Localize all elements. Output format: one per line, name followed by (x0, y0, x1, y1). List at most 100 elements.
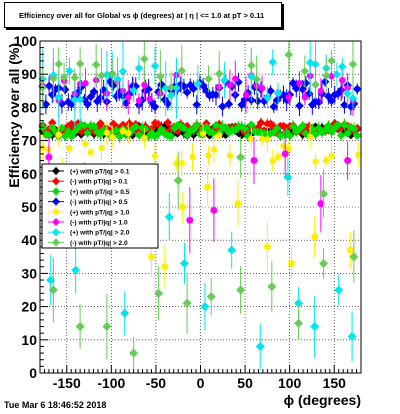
data-point (242, 91, 250, 99)
data-point (305, 58, 315, 67)
data-point (75, 322, 85, 332)
y-tick-label: 10 (21, 332, 37, 348)
legend-label: (+) with pT/|q| > 2.0 (70, 230, 130, 237)
data-point (204, 74, 213, 83)
data-point (237, 122, 246, 131)
data-point (129, 86, 138, 95)
data-point (224, 99, 234, 109)
data-point (218, 102, 227, 111)
chart-title-box: Efficiency over all for Global vs ϕ (deg… (4, 2, 282, 28)
data-point (103, 129, 111, 136)
data-point (298, 127, 307, 137)
y-tick-label: 80 (21, 99, 37, 115)
data-point (279, 131, 288, 140)
x-tick-label: 50 (237, 375, 253, 391)
data-point (44, 81, 54, 91)
data-point (295, 101, 304, 111)
data-point (311, 60, 320, 69)
data-point (210, 206, 218, 214)
legend-label: (+) with pT/|q| > 0.5 (70, 189, 130, 196)
data-point (210, 146, 218, 153)
data-point (204, 183, 212, 191)
data-point (205, 152, 212, 159)
legend-marker (53, 208, 59, 215)
data-point (48, 285, 58, 295)
data-point (247, 120, 256, 130)
data-point (274, 153, 282, 160)
data-point (41, 129, 51, 139)
x-tick-label: 150 (323, 375, 347, 391)
data-point (172, 83, 181, 93)
data-point (119, 127, 127, 135)
data-point (266, 119, 275, 129)
data-point (347, 331, 357, 341)
data-point (54, 59, 63, 69)
data-point (306, 133, 314, 141)
data-point (156, 72, 165, 81)
data-point (310, 322, 320, 332)
data-point (240, 124, 250, 133)
data-point (166, 131, 176, 141)
data-point (161, 263, 169, 271)
grid-lines (40, 41, 361, 373)
data-point (317, 200, 325, 208)
data-point (269, 122, 279, 131)
data-point (273, 89, 283, 98)
legend-label: (-) with pT/|q| > 0.1 (70, 179, 128, 186)
data-point (322, 71, 331, 80)
data-point (349, 99, 359, 109)
data-point (153, 120, 163, 129)
data-point (178, 159, 185, 167)
data-point (291, 84, 301, 93)
y-tick-label: 40 (21, 232, 37, 248)
data-point (192, 100, 202, 110)
data-point (281, 150, 289, 158)
data-point (55, 131, 62, 139)
data-point (41, 99, 51, 109)
data-point (140, 54, 149, 64)
data-point (327, 96, 336, 106)
data-point (338, 62, 347, 71)
data-point (291, 127, 301, 137)
y-tick-label: 60 (21, 166, 37, 182)
data-point (80, 121, 89, 130)
data-point (96, 130, 105, 139)
data-point (348, 94, 358, 103)
data-point (150, 118, 160, 128)
data-point (234, 200, 242, 208)
data-point (144, 85, 153, 94)
data-point (332, 70, 342, 79)
data-point (60, 85, 70, 94)
data-point (284, 50, 293, 59)
x-tick-label: 100 (278, 375, 302, 391)
data-point (248, 135, 255, 142)
data-point (211, 120, 221, 130)
data-point (269, 102, 279, 111)
data-point (192, 120, 202, 130)
data-point (179, 128, 189, 138)
data-point (311, 80, 320, 89)
data-point (179, 258, 189, 268)
data-point (323, 157, 330, 164)
data-point (202, 122, 211, 132)
data-point (125, 129, 132, 137)
axis-ticks: -150 -100 -50 0 50 100 150 0 10 20 30 40 50 60 70 80 90 1… (14, 33, 358, 391)
data-point (334, 285, 344, 295)
data-point (355, 151, 362, 158)
data-point (311, 233, 319, 241)
data-point (269, 157, 276, 165)
data-point (134, 64, 144, 73)
data-point (44, 131, 54, 140)
data-point (120, 308, 130, 318)
data-point (288, 122, 298, 131)
data-point (267, 282, 277, 292)
data-point (173, 175, 183, 185)
data-point (151, 152, 159, 160)
y-tick-label: 90 (21, 66, 37, 82)
data-point (294, 318, 304, 328)
data-point (328, 152, 335, 159)
series-3 (38, 72, 362, 117)
data-point (352, 84, 362, 94)
data-point (255, 341, 265, 351)
data-point (247, 61, 256, 70)
